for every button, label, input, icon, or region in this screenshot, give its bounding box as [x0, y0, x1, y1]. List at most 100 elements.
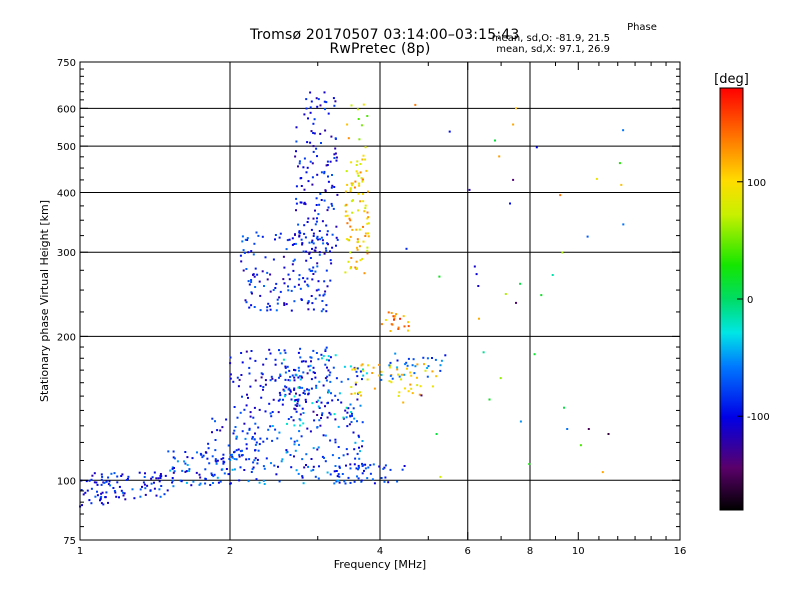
data-point — [414, 103, 417, 106]
data-point — [317, 477, 320, 480]
data-point — [241, 449, 243, 452]
data-point — [361, 158, 364, 161]
data-point — [294, 242, 297, 245]
data-point — [435, 375, 438, 378]
data-point — [357, 174, 360, 177]
data-point — [274, 379, 277, 382]
data-point — [265, 457, 268, 460]
data-point — [332, 97, 335, 100]
data-point — [349, 190, 352, 193]
data-point — [364, 158, 367, 161]
data-point — [246, 393, 248, 396]
data-point — [356, 420, 358, 423]
data-point — [333, 153, 336, 156]
data-point — [169, 469, 172, 472]
data-point — [334, 137, 337, 140]
data-point — [80, 489, 83, 491]
data-point — [312, 217, 315, 220]
data-point — [322, 294, 325, 297]
data-point — [295, 405, 298, 407]
data-point — [296, 439, 299, 442]
data-point — [252, 461, 255, 464]
data-point — [289, 375, 292, 378]
data-point — [303, 466, 306, 469]
data-point — [365, 169, 368, 172]
data-point — [213, 473, 216, 476]
data-point — [515, 301, 517, 304]
data-point — [403, 465, 406, 467]
data-point — [325, 379, 328, 382]
data-point — [277, 411, 280, 414]
data-point — [361, 462, 364, 465]
colorbar-tick-label: 100 — [747, 178, 766, 189]
data-point — [255, 441, 258, 444]
data-point — [316, 265, 319, 268]
data-point — [262, 479, 265, 482]
data-point — [382, 467, 385, 470]
data-point — [275, 473, 278, 476]
data-point — [354, 383, 357, 386]
data-point — [302, 360, 305, 363]
data-point — [294, 155, 297, 158]
data-point — [172, 479, 175, 482]
data-point — [366, 378, 369, 381]
data-point — [294, 408, 297, 411]
data-point — [269, 425, 272, 428]
data-point — [327, 389, 330, 392]
data-point — [257, 426, 260, 429]
data-point — [312, 242, 315, 245]
data-point — [353, 186, 356, 189]
data-point — [344, 271, 347, 274]
data-point — [321, 455, 324, 458]
data-point — [248, 429, 251, 431]
data-point — [234, 426, 237, 428]
data-point — [300, 375, 303, 378]
data-point — [328, 374, 331, 377]
data-point — [325, 224, 328, 227]
data-point — [299, 378, 302, 381]
data-point — [327, 112, 330, 115]
data-point — [306, 427, 309, 430]
data-point — [324, 290, 327, 293]
data-point — [345, 170, 348, 173]
data-point — [364, 463, 367, 466]
data-point — [236, 376, 239, 379]
data-point — [159, 474, 162, 477]
data-point — [325, 310, 328, 313]
data-point — [138, 471, 141, 474]
data-point — [358, 457, 361, 460]
x-axis-label: Frequency [MHz] — [334, 558, 426, 571]
data-point — [257, 449, 260, 452]
data-point — [337, 425, 340, 428]
data-point — [601, 471, 604, 474]
data-point — [279, 375, 282, 377]
data-point — [245, 268, 248, 270]
data-point — [413, 372, 416, 375]
data-point — [293, 368, 295, 371]
data-point — [261, 235, 264, 238]
data-point — [246, 237, 249, 240]
data-point — [358, 184, 361, 187]
data-point — [302, 277, 305, 280]
data-point — [579, 444, 582, 447]
data-point — [287, 273, 290, 276]
data-point — [271, 411, 274, 413]
data-point — [249, 357, 252, 360]
data-point — [290, 466, 293, 469]
data-point — [301, 242, 304, 245]
data-point — [251, 436, 254, 438]
data-point — [362, 240, 365, 243]
data-point — [334, 441, 337, 444]
data-point — [164, 474, 167, 477]
data-point — [297, 223, 300, 226]
data-point — [362, 374, 365, 377]
data-point — [512, 178, 515, 181]
data-point — [329, 356, 332, 359]
data-point — [356, 160, 359, 163]
data-point — [291, 237, 294, 240]
data-point — [316, 173, 319, 176]
data-point — [222, 457, 225, 460]
data-point — [330, 392, 332, 395]
data-point — [293, 387, 296, 390]
data-point — [315, 289, 318, 292]
